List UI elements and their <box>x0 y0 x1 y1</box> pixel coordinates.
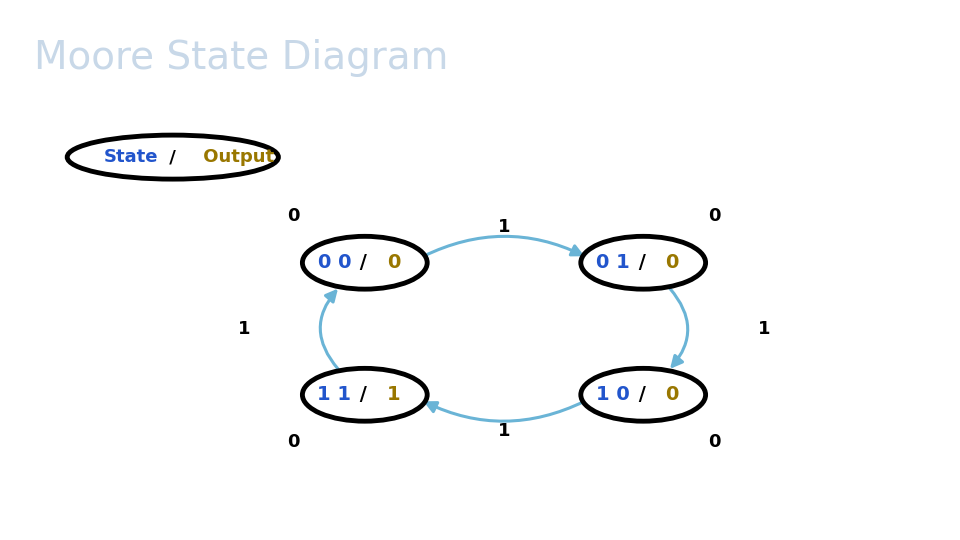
Text: 0: 0 <box>708 433 721 451</box>
Text: /: / <box>353 385 367 404</box>
FancyArrowPatch shape <box>638 370 700 419</box>
Text: 1: 1 <box>237 320 251 338</box>
Text: /: / <box>163 148 176 166</box>
Text: 0: 0 <box>287 433 300 451</box>
Text: 1: 1 <box>757 320 771 338</box>
Text: 1: 1 <box>497 218 511 235</box>
Text: 0 0: 0 0 <box>318 253 351 272</box>
FancyArrowPatch shape <box>308 239 370 287</box>
FancyArrowPatch shape <box>423 237 582 256</box>
Ellipse shape <box>67 135 278 179</box>
Text: State: State <box>104 148 158 166</box>
Text: 1 1: 1 1 <box>318 385 351 404</box>
Text: 1: 1 <box>387 385 400 404</box>
FancyArrowPatch shape <box>670 288 687 366</box>
Text: 0 1: 0 1 <box>596 253 630 272</box>
Text: 0: 0 <box>665 253 679 272</box>
Text: 1 0: 1 0 <box>596 385 630 404</box>
Text: 0: 0 <box>665 385 679 404</box>
Ellipse shape <box>581 368 706 421</box>
Text: /: / <box>353 253 367 272</box>
Ellipse shape <box>302 237 427 289</box>
Text: Output: Output <box>197 148 274 166</box>
FancyArrowPatch shape <box>306 370 372 415</box>
Text: 0: 0 <box>387 253 400 272</box>
FancyArrowPatch shape <box>426 401 585 421</box>
Text: 0: 0 <box>708 207 721 225</box>
FancyArrowPatch shape <box>636 242 702 287</box>
Text: /: / <box>632 385 645 404</box>
Text: 0: 0 <box>287 207 300 225</box>
Text: 1: 1 <box>497 422 511 440</box>
Ellipse shape <box>581 237 706 289</box>
Text: Moore State Diagram: Moore State Diagram <box>34 39 448 77</box>
Ellipse shape <box>302 368 427 421</box>
FancyArrowPatch shape <box>321 291 338 369</box>
Text: /: / <box>632 253 645 272</box>
